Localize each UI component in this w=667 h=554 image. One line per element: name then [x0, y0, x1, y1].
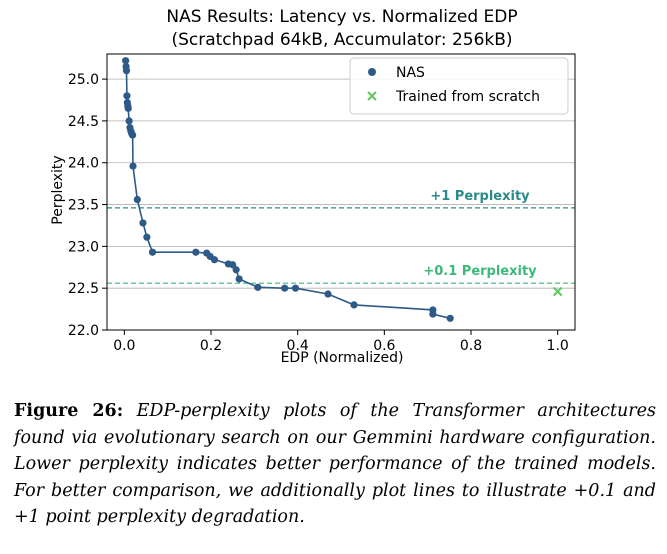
y-tick-label: 22.5 [68, 281, 99, 297]
nas-data-point [429, 310, 437, 318]
figure-caption: Figure 26: EDP-perplexity plots of the T… [14, 398, 656, 531]
nas-data-point [133, 195, 141, 204]
x-tick-label: 0.8 [460, 338, 482, 354]
reference-line-label: +1 Perplexity [430, 189, 530, 204]
nas-data-point [324, 290, 332, 298]
y-tick-label: 25.0 [68, 72, 99, 88]
legend-marker-scratch [367, 91, 377, 101]
nas-data-point [235, 275, 243, 283]
y-tick-label: 22.0 [68, 323, 99, 339]
nas-data-point [229, 261, 237, 269]
nas-data-point [122, 67, 131, 75]
nas-data-point [124, 104, 132, 112]
nas-data-point [143, 233, 151, 241]
legend-label: NAS [396, 65, 425, 81]
nas-data-point [148, 248, 157, 256]
y-tick-label: 23.5 [68, 198, 99, 214]
nas-data-point [232, 266, 240, 274]
legend-label: Trained from scratch [395, 89, 540, 105]
nas-data-point [350, 301, 358, 309]
caption-text: EDP-perplexity plots of the Transformer … [14, 401, 656, 527]
nas-data-point [122, 57, 130, 65]
plot-frame [106, 53, 576, 331]
legend: NAS Trained from scratch [349, 57, 569, 115]
nas-data-point [139, 219, 147, 227]
x-tick-label: 0.6 [373, 338, 395, 354]
legend-box [349, 57, 569, 115]
nas-data-point [446, 314, 454, 322]
chart-title: NAS Results: Latency vs. Normalized EDP [166, 7, 517, 27]
nas-data-point [210, 256, 219, 264]
x-axis-label: EDP (Normalized) [281, 350, 404, 366]
legend-marker-nas [368, 68, 376, 76]
nas-data-point [192, 248, 200, 256]
nas-data-point [291, 284, 300, 292]
scratch-data-point [552, 286, 563, 297]
chart: NAS Results: Latency vs. Normalized EDP … [50, 7, 576, 366]
y-axis-label: Perplexity [50, 155, 66, 224]
nas-data-point [123, 92, 131, 100]
nas-data-point [125, 117, 133, 125]
x-tick-label: 0.4 [287, 338, 309, 354]
nas-data-point [281, 284, 289, 292]
y-tick-label: 24.0 [68, 156, 99, 172]
y-tick-label: 24.5 [68, 114, 99, 130]
x-tick-label: 1.0 [547, 338, 569, 354]
x-tick-label: 0.0 [113, 338, 135, 354]
caption-label: Figure 26: [14, 401, 124, 421]
nas-data-point [129, 162, 137, 170]
nas-data-point [254, 283, 262, 291]
nas-data-point [128, 131, 137, 139]
y-tick-label: 23.0 [68, 239, 99, 255]
x-tick-label: 0.2 [200, 338, 222, 354]
chart-subtitle: (Scratchpad 64kB, Accumulator: 256kB) [171, 30, 512, 50]
reference-line-label: +0.1 Perplexity [423, 264, 537, 279]
